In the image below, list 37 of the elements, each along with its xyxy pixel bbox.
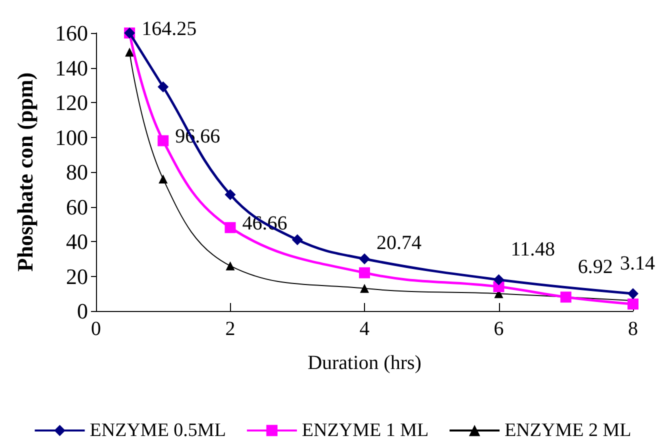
point bbox=[359, 253, 370, 264]
y-tick-label: 100 bbox=[55, 124, 88, 150]
point bbox=[158, 135, 169, 146]
y-tick-label: 40 bbox=[66, 229, 88, 254]
x-tick-label: 2 bbox=[225, 318, 236, 340]
legend-label: ENZYME 0.5ML bbox=[90, 420, 226, 441]
x-tick-label: 6 bbox=[494, 318, 504, 340]
annotation: 6.92 bbox=[578, 256, 613, 278]
annotation: 20.74 bbox=[376, 232, 422, 254]
point bbox=[359, 267, 370, 278]
point bbox=[628, 288, 638, 300]
annotation: 164.25 bbox=[142, 18, 197, 40]
point bbox=[158, 81, 169, 92]
point bbox=[560, 292, 572, 303]
x-tick-label: 8 bbox=[628, 318, 638, 340]
point bbox=[158, 174, 168, 184]
y-tick-label: 80 bbox=[66, 160, 88, 184]
y-tick-label: 60 bbox=[66, 194, 88, 220]
legend-label: ENZYME 2 ML bbox=[504, 420, 632, 441]
y-tick-label: 140 bbox=[55, 55, 88, 80]
point bbox=[360, 284, 369, 293]
annotation: 3.14 bbox=[620, 252, 655, 275]
y-axis-title: Phosphate con (ppm) bbox=[12, 72, 38, 272]
point bbox=[224, 222, 236, 234]
point bbox=[224, 189, 236, 200]
x-axis-title: Duration (hrs) bbox=[308, 352, 422, 374]
x-tick-label: 4 bbox=[360, 318, 370, 340]
annotation: 11.48 bbox=[510, 238, 556, 261]
y-tick-label: 0 bbox=[77, 298, 88, 324]
point bbox=[292, 234, 303, 246]
point bbox=[226, 261, 235, 270]
legend-label: ENZYME 1 ML bbox=[302, 420, 429, 441]
y-tick-label: 160 bbox=[55, 20, 88, 46]
point bbox=[493, 274, 504, 286]
point bbox=[125, 48, 134, 57]
y-tick-label: 120 bbox=[55, 90, 88, 115]
y-tick-label: 20 bbox=[66, 264, 88, 289]
